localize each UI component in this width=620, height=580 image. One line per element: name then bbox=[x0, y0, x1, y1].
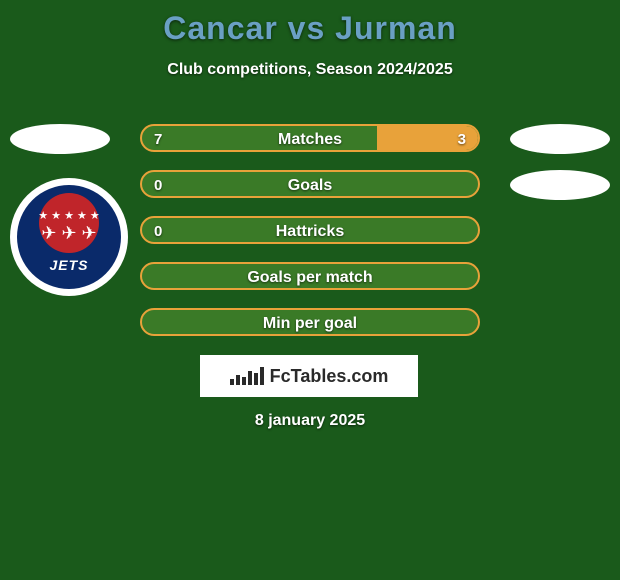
stat-value-left: 0 bbox=[154, 172, 162, 198]
page-subtitle: Club competitions, Season 2024/2025 bbox=[0, 61, 620, 79]
fctables-logo: FcTables.com bbox=[200, 355, 418, 397]
player-right-ellipse bbox=[510, 170, 610, 200]
logo-text: FcTables.com bbox=[270, 366, 389, 387]
badge-text: JETS bbox=[17, 257, 121, 273]
stat-row: Min per goal bbox=[0, 304, 620, 350]
stat-bar: Hattricks0 bbox=[140, 216, 480, 244]
page-title: Cancar vs Jurman bbox=[0, 0, 620, 47]
stat-bar: Min per goal bbox=[140, 308, 480, 336]
stat-bar: Matches7 3 bbox=[140, 124, 480, 152]
logo-text-rest: Tables.com bbox=[291, 366, 389, 386]
stat-bar: Goals per match bbox=[140, 262, 480, 290]
stat-label: Min per goal bbox=[142, 310, 478, 336]
stat-label: Hattricks bbox=[142, 218, 478, 244]
logo-bars-icon bbox=[230, 367, 264, 385]
stat-value-right: 3 bbox=[458, 126, 466, 152]
badge-jets-icon: ✈ ✈ ✈ bbox=[17, 223, 121, 244]
player-left-ellipse bbox=[10, 124, 110, 154]
logo-text-strong: Fc bbox=[270, 366, 291, 386]
team-badge-inner: ★ ★ ★ ★ ★ ✈ ✈ ✈ JETS bbox=[17, 185, 121, 289]
stat-row: Matches7 3 bbox=[0, 120, 620, 166]
player-right-ellipse bbox=[510, 124, 610, 154]
stat-label: Goals bbox=[142, 172, 478, 198]
team-badge: ★ ★ ★ ★ ★ ✈ ✈ ✈ JETS bbox=[10, 178, 128, 296]
date: 8 january 2025 bbox=[0, 412, 620, 430]
comparison-infographic: Cancar vs Jurman Club competitions, Seas… bbox=[0, 0, 620, 580]
stat-bar: Goals0 bbox=[140, 170, 480, 198]
stat-value-left: 7 bbox=[154, 126, 162, 152]
stat-value-left: 0 bbox=[154, 218, 162, 244]
badge-stars: ★ ★ ★ ★ ★ bbox=[17, 209, 121, 222]
stat-label: Matches bbox=[142, 126, 478, 152]
stat-label: Goals per match bbox=[142, 264, 478, 290]
